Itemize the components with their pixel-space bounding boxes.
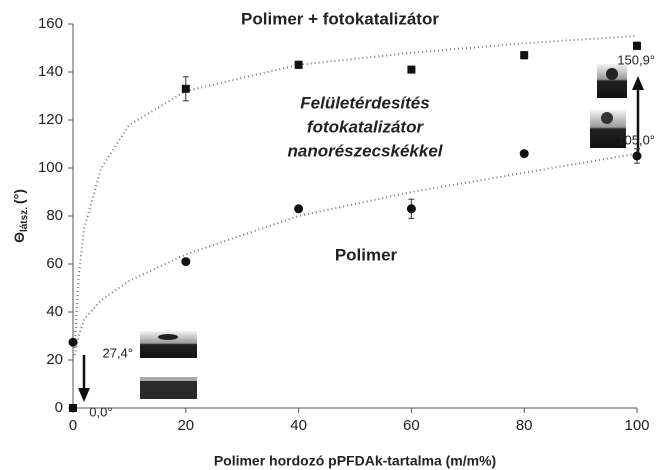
note-line: nanorészecskékkel <box>288 141 444 160</box>
note-line: Felületérdesítés <box>300 93 429 112</box>
value-label: 0,0° <box>89 404 112 419</box>
point <box>632 151 642 161</box>
point <box>519 149 529 159</box>
droplet-images <box>140 64 627 399</box>
x-tick-label: 0 <box>69 417 77 434</box>
y-tick-label: 40 <box>46 303 63 320</box>
annotation: Polimer <box>335 245 398 264</box>
point <box>181 257 191 267</box>
y-tick-label: 120 <box>38 111 63 128</box>
y-axis-label: Θlátsz. (°) <box>11 189 30 243</box>
point <box>294 204 304 214</box>
value-label: 105,0° <box>617 132 655 147</box>
y-tick-label: 20 <box>46 351 63 368</box>
y-label-unit: (°) <box>11 189 27 204</box>
x-tick-label: 20 <box>177 417 194 434</box>
x-tick-label: 60 <box>403 417 420 434</box>
y-tick-label: 0 <box>55 399 63 416</box>
y-tick-label: 140 <box>38 63 63 80</box>
annotation: Polimer + fotokatalizátor <box>241 9 439 28</box>
trend-line <box>73 35 638 349</box>
trend-line <box>73 152 638 356</box>
x-tick-label: 100 <box>624 417 649 434</box>
value-label: 27,4° <box>102 346 133 361</box>
y-label-main: Θ <box>11 232 27 243</box>
point <box>294 60 303 69</box>
point <box>68 337 78 347</box>
point <box>633 41 641 50</box>
arrows <box>78 76 644 402</box>
note-line: fotokatalizátor <box>307 117 425 136</box>
point <box>181 84 190 93</box>
y-label-sub: látsz. <box>19 207 30 232</box>
y-tick-label: 60 <box>46 255 63 272</box>
y-tick-label: 80 <box>46 207 63 224</box>
point <box>69 404 77 412</box>
y-tick-label: 100 <box>38 159 63 176</box>
value-label: 150,9° <box>617 52 655 67</box>
x-axis-label: Polimer hordozó pPFDAk-tartalma (m/m%) <box>214 453 496 469</box>
point <box>407 65 416 74</box>
y-tick-label: 160 <box>38 15 63 32</box>
point <box>406 204 416 214</box>
point <box>520 51 529 60</box>
x-tick-label: 80 <box>516 417 533 434</box>
x-tick-label: 40 <box>290 417 307 434</box>
